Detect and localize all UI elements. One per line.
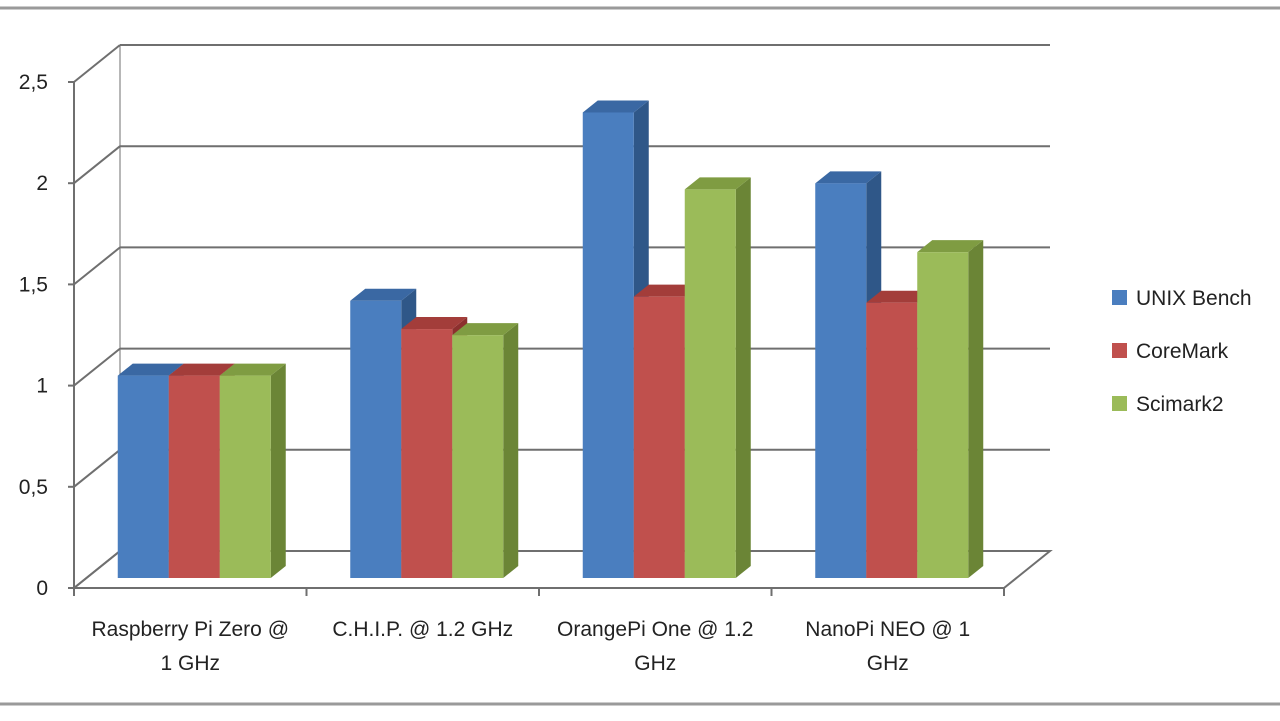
gridline-side (73, 145, 121, 184)
bar-top (117, 363, 184, 376)
gridline-side (73, 246, 121, 286)
bar-side (270, 363, 286, 578)
x-tick-label: Raspberry Pi Zero @ (91, 618, 289, 641)
bar-top (219, 363, 286, 376)
gridline-side (73, 44, 121, 83)
bar (168, 375, 220, 578)
x-tick-label: C.H.I.P. @ 1.2 GHz (332, 618, 513, 641)
bar-top (168, 363, 235, 376)
bar (117, 375, 169, 578)
bar-side (968, 240, 984, 579)
bar-top (815, 171, 882, 184)
legend-label: Scimark2 (1136, 393, 1224, 416)
bar-top (633, 284, 700, 297)
bar-top (917, 240, 984, 253)
bar-top (401, 317, 468, 330)
legend-swatch (1112, 290, 1127, 305)
x-tick-label: NanoPi NEO @ 1 (805, 618, 970, 641)
y-tick-label: 0,5 (19, 476, 48, 499)
bar-top (452, 323, 519, 336)
bar (917, 252, 969, 579)
bar-top (866, 290, 933, 303)
y-tick-label: 2,5 (19, 71, 48, 94)
y-tick-label: 1 (36, 375, 48, 398)
legend-swatch (1112, 343, 1127, 358)
bar (866, 302, 918, 578)
y-tick-label: 0 (36, 577, 48, 600)
bar (219, 375, 271, 578)
bar-top (582, 100, 649, 113)
x-tick-label: 1 GHz (160, 652, 220, 675)
bar (684, 189, 736, 578)
x-tick-label: OrangePi One @ 1.2 (557, 618, 753, 641)
bar-top (350, 288, 417, 301)
legend-label: UNIX Bench (1136, 287, 1252, 310)
gridline-side (73, 347, 121, 387)
bar (401, 329, 453, 578)
x-tick-label: GHz (867, 652, 909, 675)
bar-side (735, 177, 751, 578)
bar-side (503, 323, 519, 578)
y-tick-label: 2 (36, 172, 48, 195)
bar-top (684, 177, 751, 190)
bar (452, 335, 504, 578)
bar (633, 296, 685, 578)
y-tick-label: 1,5 (19, 273, 48, 296)
legend-swatch (1112, 396, 1127, 411)
bar (815, 183, 867, 578)
legend-label: CoreMark (1136, 340, 1229, 363)
bar (582, 112, 634, 578)
x-tick-label: GHz (634, 652, 676, 675)
gridline-side (73, 449, 121, 488)
bar (350, 300, 402, 578)
